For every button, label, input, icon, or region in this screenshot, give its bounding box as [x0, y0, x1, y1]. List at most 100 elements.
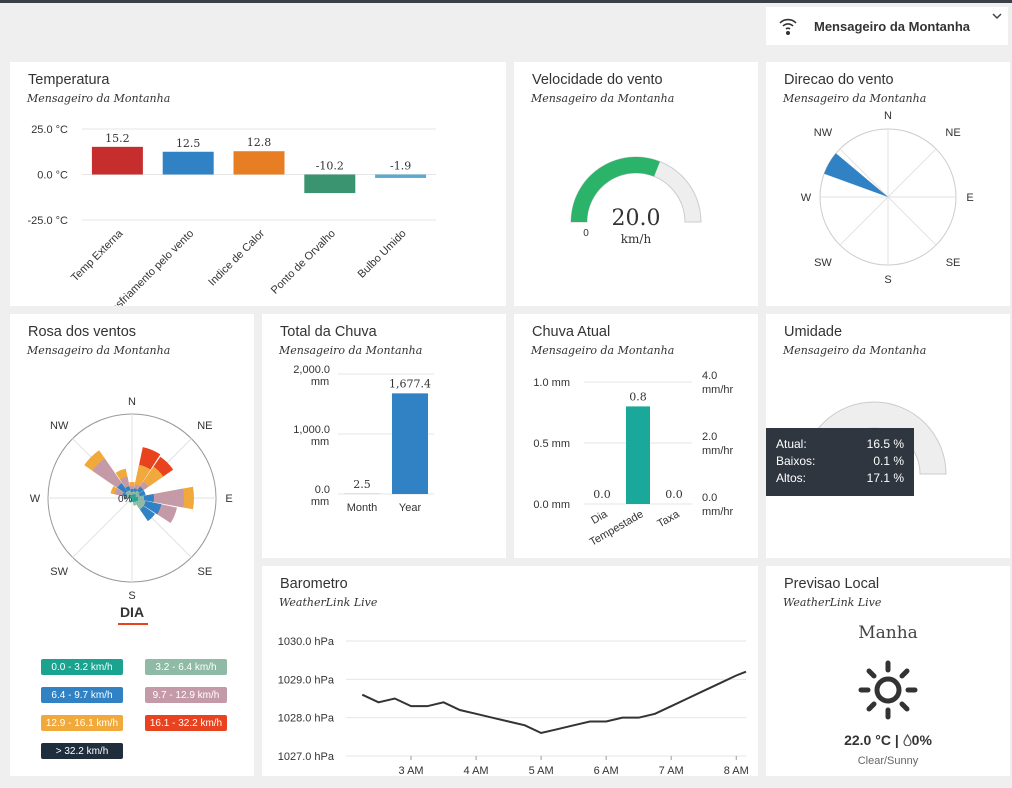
wind-rose-card: Rosa dos ventos Mensageiro da Montanha N…	[10, 314, 254, 776]
card-subtitle: Mensageiro da Montanha	[279, 344, 423, 357]
rain-total-chart: 2,000.0mm1,000.0mm0.0mm2.5Month1,677.4Ye…	[293, 364, 434, 514]
legend-item[interactable]: 16.1 - 32.2 km/h	[145, 715, 227, 731]
rose-petal-segment	[131, 495, 133, 498]
y-tick-label-right: 4.0	[702, 370, 717, 382]
rose-direction-label: SW	[50, 566, 68, 578]
card-title: Chuva Atual	[532, 324, 611, 340]
compass-label: SW	[814, 257, 832, 269]
wind-rose-chart: N NE E SE S SW W NW 0%	[30, 396, 233, 602]
rose-petal-segment	[129, 496, 132, 498]
rose-petal-segment	[130, 495, 132, 498]
bar	[375, 174, 427, 178]
period-tab[interactable]: DIA	[119, 604, 145, 620]
wind-speed-gauge: 20.0 km/h 0	[570, 156, 702, 246]
card-subtitle: Mensageiro da Montanha	[531, 344, 675, 357]
x-tick-label: 3 AM	[399, 765, 424, 776]
tooltip-row: Atual: 16.5 %	[776, 436, 904, 453]
rose-petal-segment	[132, 496, 138, 500]
y-tick-label: 0.0 °C	[37, 170, 68, 182]
rose-direction-label: S	[128, 590, 135, 602]
gauge-min: 0	[583, 228, 589, 239]
legend-item[interactable]: 0.0 - 3.2 km/h	[41, 659, 123, 675]
wind-direction-card: Direcao do vento Mensageiro da Montanha …	[766, 62, 1010, 306]
rose-petal-segment	[131, 498, 133, 502]
x-tick-label: Bulbo Umido	[356, 228, 409, 281]
barometer-chart: 1030.0 hPa 1029.0 hPa 1028.0 hPa 1027.0 hPa…	[278, 636, 749, 776]
x-tick-label: 8 AM	[724, 765, 749, 776]
card-title: Direcao do vento	[784, 72, 894, 88]
bar-value-label: 2.5	[353, 478, 371, 491]
card-subtitle: Mensageiro da Montanha	[27, 344, 171, 357]
card-title: Temperatura	[28, 72, 110, 88]
legend-item[interactable]: 9.7 - 12.9 km/h	[145, 687, 227, 703]
tooltip-row: Baixos: 0.1 %	[776, 453, 904, 470]
card-subtitle: WeatherLink Live	[279, 596, 378, 609]
forecast-period: Manha	[858, 623, 918, 643]
y-tick-label-right: 0.0	[702, 492, 717, 504]
forecast-precip: 0%	[911, 732, 932, 748]
legend-item[interactable]: > 32.2 km/h	[41, 743, 123, 759]
tooltip-label: Altos:	[776, 471, 807, 485]
sun-icon	[858, 660, 918, 720]
gauge-value: 20.0	[612, 206, 661, 231]
rose-direction-label: N	[128, 396, 136, 408]
rose-direction-label: W	[30, 493, 41, 505]
rose-petal-segment	[132, 493, 137, 498]
tooltip-value: 16.5 %	[866, 437, 904, 451]
wind-direction-sector	[824, 153, 888, 197]
card-title: Rosa dos ventos	[28, 324, 137, 340]
bar-value-label: 1,677.4	[389, 377, 431, 390]
x-tick-label: Ponto de Orvalho	[269, 228, 338, 297]
wifi-location-icon	[779, 18, 797, 35]
rain-total-card: Total da Chuva Mensageiro da Montanha 2,…	[262, 314, 506, 558]
chevron-down-icon[interactable]	[992, 11, 1002, 21]
y-tick-unit: mm	[311, 496, 329, 508]
bar	[304, 174, 356, 194]
forecast-summary: 22.0 °C | 0%	[766, 732, 1010, 748]
station-selector[interactable]: Mensageiro da Montanha	[766, 7, 1008, 45]
rain-current-chart: 1.0 mm 0.5 mm 0.0 mm 4.0 mm/hr 2.0 mm/hr 0.0 mm/…	[533, 370, 734, 549]
tooltip-label: Baixos:	[776, 454, 816, 468]
legend-item[interactable]: 3.2 - 6.4 km/h	[145, 659, 227, 675]
y-tick-label: 1027.0 hPa	[278, 751, 335, 763]
legend-item[interactable]: 6.4 - 9.7 km/h	[41, 687, 123, 703]
bar-value-label: 12.5	[176, 137, 201, 150]
rose-petal-segment	[132, 488, 184, 508]
x-tick-label: 6 AM	[594, 765, 619, 776]
compass-spoke	[887, 196, 937, 246]
y-tick-label-left: 0.0 mm	[533, 499, 570, 511]
forecast-temp: 22.0 °C	[844, 732, 891, 748]
bar	[162, 151, 214, 175]
temperature-chart: 25.0 °C 0.0 °C -25.0 °C 15.2 Temp Externa 12.…	[28, 124, 436, 306]
card-title: Previsao Local	[784, 576, 880, 592]
bar-value-label: -1.9	[390, 160, 411, 173]
x-tick-label: Temp Externa	[69, 227, 126, 284]
card-title: Umidade	[784, 324, 843, 340]
card-subtitle: Mensageiro da Montanha	[27, 92, 171, 105]
period-tab-underline	[118, 623, 148, 625]
rose-petal-segment	[132, 498, 135, 502]
bar	[626, 406, 650, 504]
top-bar	[0, 0, 1012, 3]
x-tick-label: 7 AM	[659, 765, 684, 776]
tooltip-value: 0.1 %	[873, 454, 904, 468]
x-tick-label: Indice de Calor	[206, 227, 267, 288]
y-tick-unit: mm	[311, 376, 329, 388]
y-tick-label: 1029.0 hPa	[278, 674, 335, 686]
compass-spoke	[839, 148, 889, 198]
card-title: Velocidade do vento	[532, 72, 663, 88]
y-tick-label: 1028.0 hPa	[278, 713, 335, 725]
compass-label: NE	[945, 127, 960, 139]
wind-direction-compass: N NE E SE S SW W NW	[801, 110, 974, 286]
y-tick-label: 2,000.0	[293, 364, 330, 376]
barometer-card: Barometro WeatherLink Live 1030.0 hPa 102…	[262, 566, 758, 776]
rose-direction-label: NE	[197, 420, 212, 432]
bar-value-label: 15.2	[105, 132, 130, 145]
compass-label: SE	[946, 257, 961, 269]
tooltip-value: 17.1 %	[866, 471, 904, 485]
y-tick-unit-right: mm/hr	[702, 384, 734, 396]
bar-value-label: 12.8	[247, 136, 272, 149]
compass-spoke	[839, 196, 889, 246]
bar	[91, 146, 143, 175]
legend-item[interactable]: 12.9 - 16.1 km/h	[41, 715, 123, 731]
